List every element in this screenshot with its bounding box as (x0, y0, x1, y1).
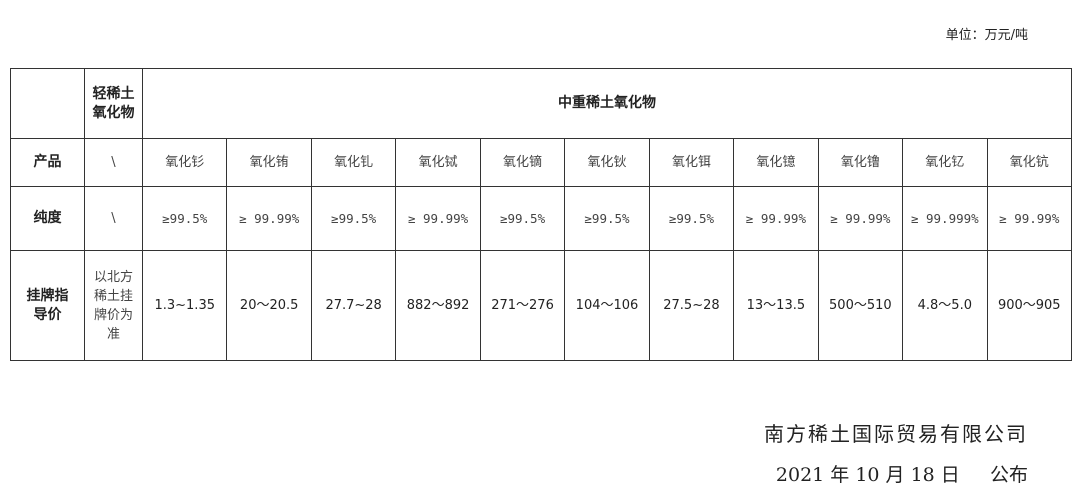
product-name: 氧化钆 (310, 138, 397, 187)
product-name: 氧化铽 (395, 138, 481, 187)
product-name: 氧化镥 (817, 138, 904, 187)
product-price: 271～276 (479, 250, 566, 361)
product-name: 氧化铕 (226, 138, 312, 187)
product-purity: ≥ 99.999% (902, 186, 988, 251)
product-price: 500～510 (817, 250, 904, 361)
product-price: 1.3~1.35 (141, 250, 228, 361)
publish-date: 2021 年 10 月 18 日 公布 (775, 464, 1028, 486)
product-purity: ≥ 99.99% (395, 186, 481, 251)
light-price: 以北方稀土挂牌价为准 (84, 250, 143, 361)
light-group-header: 轻稀土氧化物 (84, 68, 143, 139)
product-name: 氧化镱 (733, 138, 819, 187)
unit-label: 单位：万元/吨 (945, 28, 1028, 43)
product-price: 27.7~28 (310, 250, 397, 361)
product-name: 氧化钬 (564, 138, 650, 187)
product-purity: ≥99.5% (310, 186, 397, 251)
product-purity: ≥ 99.99% (733, 186, 819, 251)
product-name: 氧化镝 (479, 138, 566, 187)
light-purity: \ (84, 186, 143, 251)
light-product: \ (84, 138, 143, 187)
product-price: 13～13.5 (733, 250, 819, 361)
product-name: 氧化铒 (648, 138, 735, 187)
product-name: 氧化钇 (902, 138, 988, 187)
product-purity: ≥99.5% (564, 186, 650, 251)
group-header-row: 轻稀土氧化物 中重稀土氧化物 (10, 68, 1072, 139)
product-purity: ≥ 99.99% (817, 186, 904, 251)
corner-cell (10, 68, 85, 139)
product-price: 27.5~28 (648, 250, 735, 361)
product-purity: ≥99.5% (479, 186, 566, 251)
product-name: 氧化钪 (986, 138, 1073, 187)
heavy-group-header: 中重稀土氧化物 (142, 68, 1072, 139)
product-row: 产品 \ 氧化钐 氧化铕 氧化钆 氧化铽 氧化镝 氧化钬 氧化铒 氧化镱 氧化镥 氧化钇 氧化钪 (10, 138, 1073, 187)
company-name: 南方稀土国际贸易有限公司 (764, 422, 1028, 446)
product-price: 104～106 (564, 250, 650, 361)
product-purity: ≥ 99.99% (226, 186, 312, 251)
product-price: 20～20.5 (226, 250, 312, 361)
purity-row: 纯度 \ ≥99.5% ≥ 99.99% ≥99.5% ≥ 99.99% ≥99.5% ≥… (10, 186, 1073, 251)
product-purity: ≥99.5% (648, 186, 735, 251)
row-label: 产品 (10, 138, 85, 187)
product-price: 900～905 (986, 250, 1073, 361)
product-price: 882～892 (395, 250, 481, 361)
product-purity: ≥99.5% (141, 186, 228, 251)
product-name: 氧化钐 (141, 138, 228, 187)
product-price: 4.8～5.0 (902, 250, 988, 361)
product-purity: ≥ 99.99% (986, 186, 1073, 251)
row-label: 挂牌指导价 (10, 250, 85, 361)
price-row: 挂牌指导价 以北方稀土挂牌价为准 1.3~1.35 20～20.5 27.7~28 8… (10, 250, 1073, 361)
price-table: 轻稀土氧化物 中重稀土氧化物 产品 \ 氧化钐 氧化铕 氧化钆 氧化铽 氧化镝 氧化钬 氧化… (10, 68, 1073, 361)
row-label: 纯度 (10, 186, 85, 251)
